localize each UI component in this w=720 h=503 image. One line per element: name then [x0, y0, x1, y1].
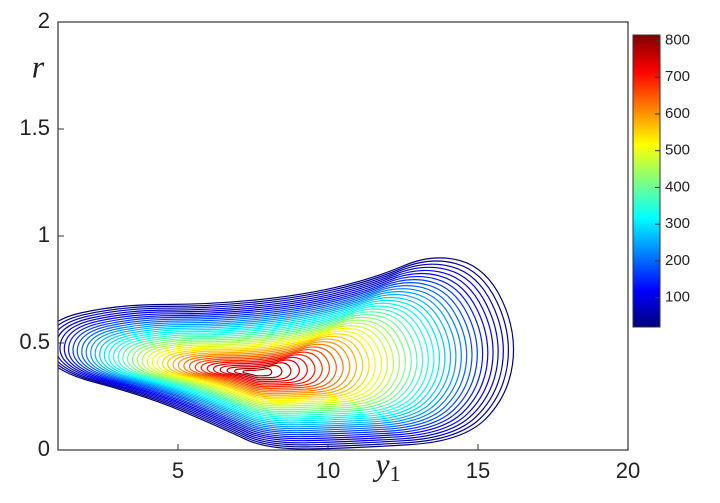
contour-line [112, 305, 429, 418]
contour-line [90, 291, 457, 428]
contour-line [177, 341, 351, 395]
y-axis-label: r [32, 48, 45, 84]
contour-line [167, 335, 364, 398]
x-tick-label: 5 [172, 458, 184, 483]
contour-line [136, 319, 401, 409]
contour-line [146, 325, 389, 405]
colorbar-tick-label: 400 [665, 178, 690, 195]
contour-line [219, 359, 300, 383]
colorbar-tick-label: 500 [665, 142, 690, 159]
colorbar-tick-label: 200 [665, 252, 690, 269]
contour-line [172, 338, 357, 396]
colorbar-tick-label: 300 [665, 215, 690, 232]
contour-line [72, 279, 478, 436]
contour-line [59, 269, 494, 442]
contour-line [103, 299, 441, 422]
contour-line [242, 367, 273, 377]
x-tick-label: 20 [616, 458, 640, 483]
contour-line [131, 316, 406, 411]
contour-line [188, 346, 337, 391]
x-tick-label: 15 [466, 458, 490, 483]
contour-line [58, 257, 515, 450]
contour-line [233, 364, 283, 379]
contour-line [212, 356, 308, 384]
colorbar-tick-label: 800 [665, 31, 690, 48]
contour-line [126, 313, 412, 413]
y-tick-label: 0 [38, 436, 50, 461]
contour-line [85, 288, 462, 430]
colorbar-tick-label: 100 [665, 289, 690, 306]
contour-line [226, 362, 292, 381]
y-tick-label: 1 [38, 222, 50, 247]
contour-line [58, 263, 504, 446]
contour-line [141, 322, 395, 407]
contour-line [117, 308, 424, 416]
contour-line [194, 348, 330, 390]
contour-line [99, 296, 446, 424]
x-label-main: y [372, 446, 390, 482]
contour-line [206, 354, 316, 386]
colorbar-tick-label: 600 [665, 105, 690, 122]
contour-line [58, 266, 499, 444]
contour-line [183, 343, 344, 393]
y-tick-label: 1.5 [19, 115, 50, 140]
y-tick-label: 0.5 [19, 329, 50, 354]
contour-line [151, 327, 383, 404]
contour-line [122, 311, 418, 414]
contour-group [58, 257, 515, 450]
contour-line [108, 302, 435, 420]
x-axis-label: y1 [372, 446, 400, 486]
contour-line [76, 282, 473, 434]
contour-line [81, 285, 468, 432]
contour-line [200, 351, 323, 388]
contour-line [63, 272, 489, 440]
contour-line [94, 293, 452, 426]
y-tick-label: 2 [38, 8, 50, 33]
colorbar-tick-label: 700 [665, 68, 690, 85]
colorbar [632, 34, 661, 328]
x-label-sub: 1 [390, 461, 401, 486]
x-tick-label: 10 [316, 458, 340, 483]
contour-line [156, 330, 376, 402]
contour-line [67, 275, 484, 438]
contour-line [161, 333, 370, 400]
contour-line [58, 260, 510, 448]
